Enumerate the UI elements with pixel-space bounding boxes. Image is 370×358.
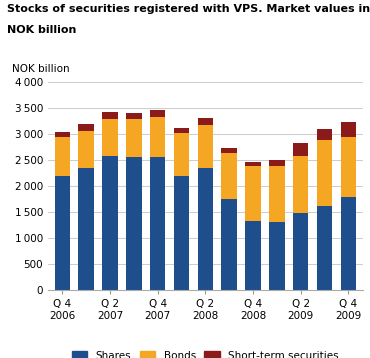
Bar [221,199,237,290]
Bar [126,113,142,119]
Bar [293,213,309,290]
Bar [317,140,332,206]
Bar [150,156,165,290]
Bar [198,125,213,168]
Bar [150,117,165,156]
Bar [245,221,261,290]
Bar [293,142,309,156]
Bar [102,156,118,290]
Bar [340,197,356,290]
Bar [269,222,285,290]
Bar [198,168,213,290]
Bar [221,154,237,199]
Bar [78,124,94,131]
Text: NOK billion: NOK billion [12,64,70,74]
Bar [174,176,189,290]
Bar [340,122,356,137]
Bar [78,131,94,168]
Bar [174,128,189,133]
Bar [78,168,94,290]
Text: NOK billion: NOK billion [7,25,77,35]
Bar [340,137,356,197]
Bar [102,118,118,156]
Bar [174,133,189,176]
Bar [245,166,261,221]
Bar [126,119,142,157]
Bar [245,162,261,166]
Legend: Shares, Bonds, Short-term securities: Shares, Bonds, Short-term securities [68,347,343,358]
Bar [221,148,237,154]
Bar [102,112,118,118]
Text: Stocks of securities registered with VPS. Market values in: Stocks of securities registered with VPS… [7,4,370,14]
Bar [55,176,70,290]
Bar [55,132,70,137]
Bar [317,206,332,290]
Bar [269,160,285,166]
Bar [317,129,332,140]
Bar [55,137,70,176]
Bar [198,118,213,125]
Bar [293,156,309,213]
Bar [150,110,165,117]
Bar [126,157,142,290]
Bar [269,166,285,222]
